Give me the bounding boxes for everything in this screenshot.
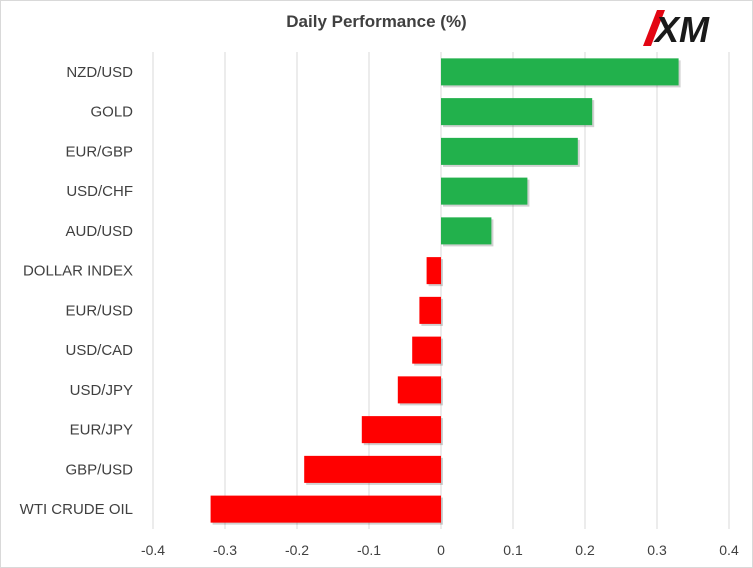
- x-tick-label: 0.4: [719, 542, 739, 558]
- bar: [441, 217, 492, 245]
- bar: [419, 296, 441, 324]
- category-label: EUR/JPY: [70, 422, 133, 439]
- category-label: USD/CHF: [66, 183, 133, 200]
- category-label: GBP/USD: [65, 461, 133, 478]
- category-label: NZD/USD: [66, 64, 133, 81]
- chart-title: Daily Performance (%): [286, 12, 467, 31]
- logo-red-stripe: [643, 10, 665, 46]
- bar: [412, 336, 441, 364]
- bar: [304, 455, 441, 483]
- category-label: DOLLAR INDEX: [23, 263, 133, 280]
- x-tick-label: -0.1: [357, 542, 381, 558]
- bar: [397, 376, 441, 404]
- bar: [361, 416, 441, 444]
- x-tick-label: -0.3: [213, 542, 237, 558]
- category-label: GOLD: [90, 104, 133, 121]
- bar: [441, 177, 528, 205]
- bar: [441, 58, 679, 86]
- category-label: USD/CAD: [65, 342, 133, 359]
- bar: [441, 137, 578, 165]
- x-tick-label: 0.1: [503, 542, 523, 558]
- x-tick-label: -0.2: [285, 542, 309, 558]
- bar: [426, 257, 441, 285]
- bar: [441, 98, 593, 126]
- category-label: EUR/USD: [65, 302, 133, 319]
- category-label: WTI CRUDE OIL: [20, 501, 133, 518]
- x-tick-label: -0.4: [141, 542, 165, 558]
- category-label: AUD/USD: [65, 223, 133, 240]
- x-tick-label: 0: [437, 542, 445, 558]
- category-label: EUR/GBP: [65, 143, 133, 160]
- logo-text: XM: [653, 9, 710, 50]
- x-tick-label: 0.3: [647, 542, 667, 558]
- bar: [210, 495, 441, 523]
- xm-logo: XM: [643, 9, 710, 50]
- category-label: USD/JPY: [70, 382, 133, 399]
- x-tick-label: 0.2: [575, 542, 595, 558]
